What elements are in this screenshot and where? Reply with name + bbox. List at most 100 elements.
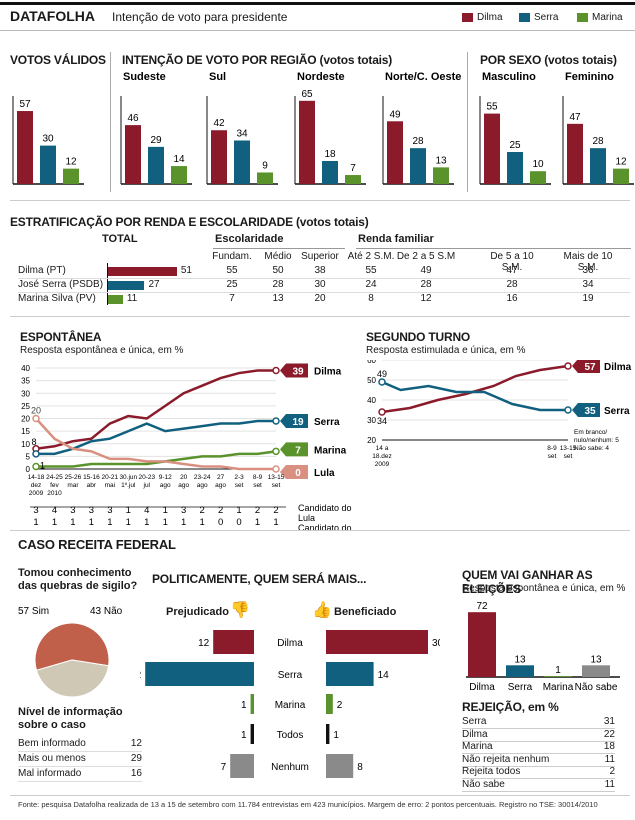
esp-series-label-marina: Marina: [314, 445, 347, 456]
strat-cell-1-4: 28: [420, 279, 432, 290]
pie-slice-não: [35, 659, 110, 698]
nivel-row-label-1: Mais ou menos: [18, 753, 86, 764]
strat-cell-2-4: 12: [420, 293, 432, 304]
esp-xtick-6-0: 20-23: [138, 474, 155, 481]
esp-row-1-4: 1: [107, 517, 112, 528]
seg-ytick-30: 30: [367, 416, 376, 425]
strat-total-value-1: 27: [148, 279, 160, 290]
seg-end-marker-dilma: [564, 362, 572, 370]
regiao-3-label: Norte/C. Oeste: [385, 71, 461, 83]
strat-col-header-5: De 5 a 10 S.M.: [490, 251, 534, 273]
votos-validos-bar-marina: [63, 168, 79, 184]
strat-axis: [107, 263, 108, 305]
esp-row-1-3: 1: [89, 517, 94, 528]
esp-row-0-7: 1: [163, 505, 168, 516]
rejeicao-row-rule-4: [462, 778, 615, 779]
rejeicao-row-label-3: Não rejeita nenhum: [462, 753, 550, 765]
strat-row-name-1: José Serra (PSDB): [18, 279, 104, 290]
beneficiado-header: Beneficiado: [334, 606, 397, 618]
rejeicao-row-value-2: 18: [603, 741, 615, 752]
strat-cell-1-6: 34: [582, 279, 594, 290]
rejeicao-row-label-5: Não sabe: [462, 778, 505, 790]
ganhar-value-serra: 13: [514, 654, 526, 665]
esp-row-0-5: 1: [126, 505, 131, 516]
seg-start-marker-dilma: [378, 408, 386, 416]
footer-source: Fonte: pesquisa Datafolha realizada de 1…: [18, 800, 598, 809]
pol-bar-prejudicado-dilma: [213, 630, 254, 654]
strat-cell-2-0: 7: [229, 293, 235, 304]
regiao-2-label: Nordeste: [297, 71, 345, 83]
regiao-1-bar-dilma: [211, 130, 227, 184]
nivel-row-value-2: 16: [130, 768, 142, 779]
regiao-3-value-dilma: 49: [389, 109, 401, 120]
esp-row-0-10: 2: [218, 505, 223, 516]
strat-cell-2-1: 13: [272, 293, 284, 304]
ganhar-value-marina: 1: [555, 665, 561, 676]
esp-xtick-4-0: 20-21: [102, 474, 119, 481]
esp-start-label-marina: 1: [40, 460, 45, 470]
esp-xtick-0-1: dez: [31, 482, 41, 489]
esp-ytick-25: 25: [21, 402, 30, 411]
thumbs-up-icon: 👍: [312, 602, 332, 619]
regiao-0-value-marina: 14: [173, 154, 185, 165]
esp-row-label-0-a: Candidato do: [298, 503, 352, 513]
seg-end-value-serra: 35: [584, 406, 596, 417]
sexo-title: POR SEXO (votos totais): [480, 53, 617, 67]
seg-note-1: nulo/nenhum: 5: [574, 437, 619, 444]
renda-header: Renda familiar: [358, 233, 434, 245]
seg-line-dilma: [381, 364, 569, 414]
esp-row-1-11: 0: [236, 517, 241, 528]
legend-swatch-serra: [519, 13, 530, 22]
pie-label-nao: 43 Não: [90, 606, 123, 617]
regiao-1-value-dilma: 42: [213, 118, 225, 129]
seg-ytick-60: 60: [367, 360, 376, 365]
strat-cell-0-3: 55: [365, 265, 377, 276]
votos-validos-value-marina: 12: [65, 157, 77, 168]
esp-row-1-0: 1: [33, 517, 38, 528]
receita-title: CASO RECEITA FEDERAL: [18, 537, 176, 552]
seg-start-label-serra: 49: [377, 369, 387, 379]
esp-xtick-1-1: fev: [50, 482, 59, 489]
esp-row-0-6: 4: [144, 505, 149, 516]
pol-value-prejudicado-dilma: 12: [198, 638, 210, 649]
nivel-title: Nível de informação sobre o caso: [18, 706, 123, 731]
votos-validos-value-dilma: 57: [19, 99, 31, 110]
esp-series-label-serra: Serra: [314, 417, 340, 428]
esp-xtick-13-0: 13-15: [268, 474, 285, 481]
pol-category-serra: Serra: [278, 670, 303, 681]
brand: DATAFOLHA: [10, 8, 96, 24]
sexo-0-bar-serra: [507, 152, 523, 184]
rejeicao-row-label-2: Marina: [462, 741, 493, 752]
regiao-3-bar-marina: [433, 167, 449, 184]
regiao-2-value-serra: 18: [324, 149, 336, 160]
esp-xtick-6-1: jul: [143, 482, 151, 489]
regiao-0-value-serra: 29: [150, 135, 162, 146]
seg-series-label-serra: Serra: [604, 406, 630, 417]
strat-cell-0-1: 50: [272, 265, 284, 276]
pol-bar-prejudicado-nenhum: [230, 754, 254, 778]
strat-cell-0-4: 49: [420, 265, 432, 276]
votos-validos-bar-serra: [40, 145, 56, 184]
seg-end-value-dilma: 57: [584, 362, 596, 373]
seg-xtick-2-1: set: [564, 453, 573, 460]
pol-value-beneficiado-marina: 2: [337, 700, 343, 711]
esp-end-value-serra: 19: [292, 417, 304, 428]
sexo-1-bar-serra: [590, 148, 606, 184]
seg-note-0: Em branco/: [574, 429, 607, 436]
legend-label-serra: Serra: [534, 12, 559, 23]
pol-bar-prejudicado-marina: [250, 694, 254, 714]
esp-end-marker-serra: [272, 417, 280, 425]
sexo-1-bar-marina: [613, 168, 629, 184]
esp-start-marker-marina: [32, 462, 40, 471]
esp-end-value-lula: 0: [295, 468, 301, 479]
pol-value-beneficiado-serra: 14: [378, 670, 390, 681]
regiao-0-label: Sudeste: [123, 71, 166, 83]
esp-row-1-9: 1: [200, 517, 205, 528]
seg-xtick-0-1: 18.dez: [372, 453, 392, 460]
strat-col-header-1: Médio: [264, 251, 292, 262]
strat-cell-0-0: 55: [226, 265, 238, 276]
strat-col-header-2: Superior: [301, 251, 339, 262]
seg-end-badge-serra: [572, 403, 600, 417]
strat-col-header-3: Até 2 S.M.: [347, 251, 395, 262]
pol-category-nenhum: Nenhum: [271, 762, 309, 773]
